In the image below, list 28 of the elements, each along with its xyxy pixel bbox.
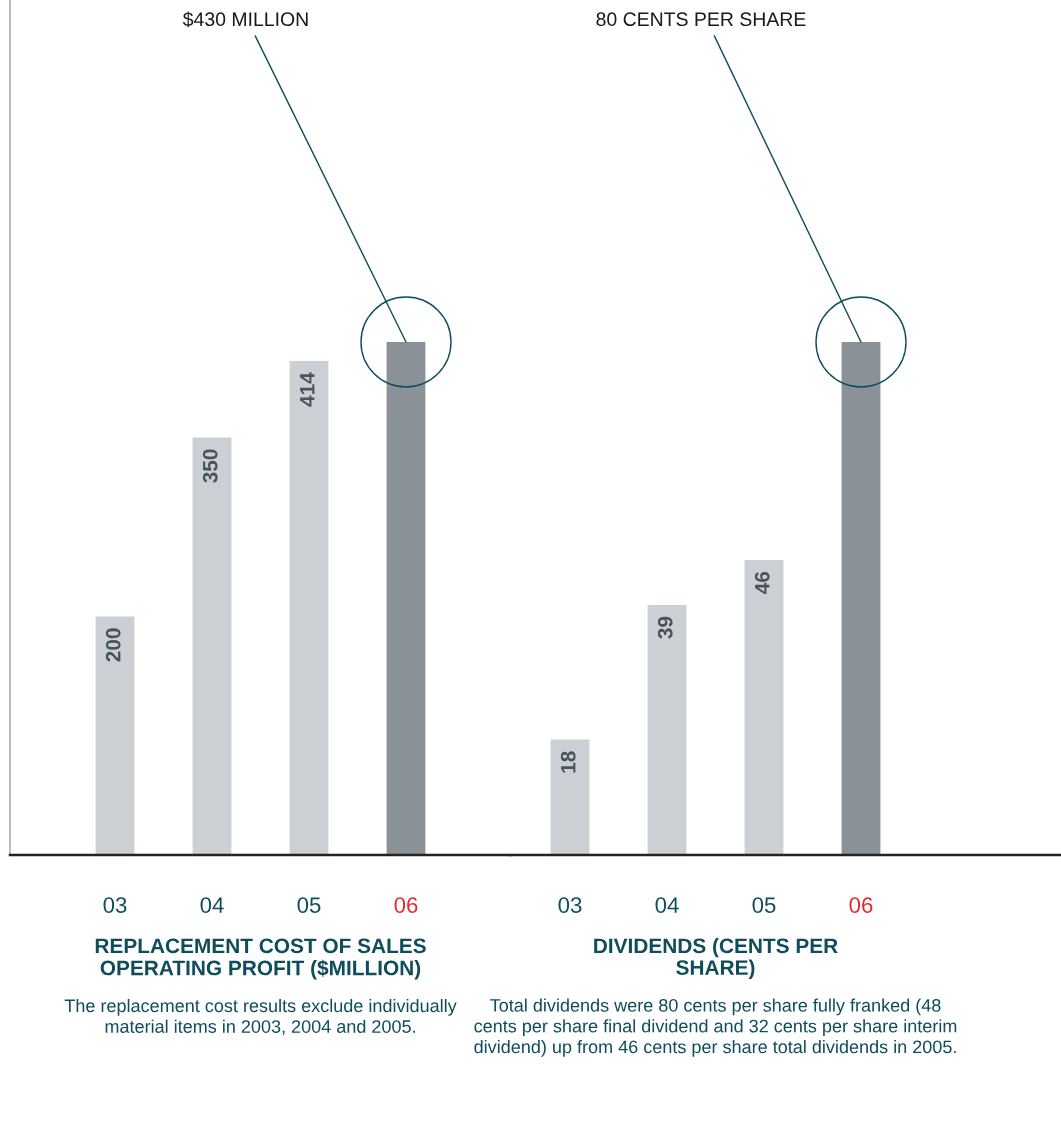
bar <box>841 342 881 855</box>
annotation: 80 CENTS PER SHARE <box>596 12 806 27</box>
x-tick-label: 06 <box>849 897 873 913</box>
bar <box>744 560 784 855</box>
bar <box>550 739 590 855</box>
x-tick-label: 04 <box>655 897 679 913</box>
x-tick-label: 04 <box>200 897 224 913</box>
annotation: $430 MILLION <box>182 11 308 28</box>
x-tick-label: 03 <box>103 897 127 913</box>
x-tick-label: 05 <box>297 897 321 913</box>
text: REPLACEMENT COST OF SALES OPERATING PROFIT ($MILLION) <box>95 938 426 980</box>
data-label: 200 <box>105 628 121 662</box>
x-tick-label: 05 <box>752 897 776 913</box>
text: DIVIDENDS (CENTS PER SHARE) <box>594 937 838 980</box>
text: The replacement cost results exclude individually material items in 2003, 2004 and 2005. <box>64 998 457 1036</box>
data-label: 18 <box>560 751 576 773</box>
x-tick-label: 03 <box>558 897 582 913</box>
bar <box>192 437 232 855</box>
data-label: 350 <box>202 449 218 483</box>
text: Total dividends were 80 cents per share fully franked (48 cents per share final dividend and 32 cents per share interim dividend) up from 46 cents per share total dividends in 2005. <box>474 998 957 1057</box>
bar <box>386 342 426 855</box>
data-label: 46 <box>754 571 770 594</box>
bar <box>95 616 135 855</box>
x-tick-label: 06 <box>394 897 418 913</box>
data-label: 414 <box>300 372 315 407</box>
bar <box>647 604 687 855</box>
bar <box>289 361 329 855</box>
data-label: 39 <box>657 616 673 639</box>
